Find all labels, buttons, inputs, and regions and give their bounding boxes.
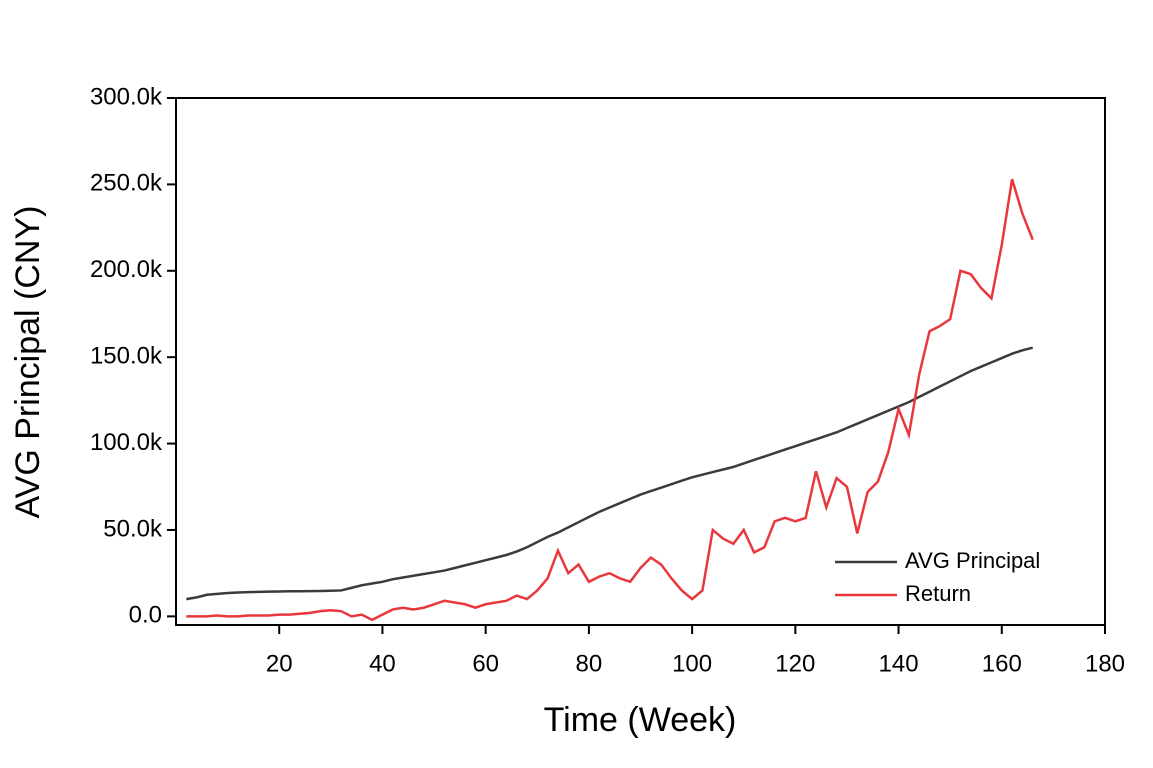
y-tick-label: 150.0k <box>90 343 163 370</box>
y-tick-label: 0.0 <box>129 602 162 629</box>
x-tick-label: 20 <box>266 650 293 677</box>
x-tick-label: 140 <box>879 650 919 677</box>
x-tick-label: 100 <box>672 650 712 677</box>
x-tick-label: 160 <box>982 650 1022 677</box>
x-tick-label: 40 <box>369 650 396 677</box>
line-series <box>186 178 1034 622</box>
x-tick-label: 180 <box>1085 650 1125 677</box>
y-tick-label: 100.0k <box>90 429 163 456</box>
x-tick-label: 80 <box>576 650 603 677</box>
x-tick-label: 120 <box>775 650 815 677</box>
y-tick-label: 300.0k <box>90 83 163 110</box>
legend-label: Return <box>905 581 971 606</box>
y-tick-label: 200.0k <box>90 256 163 283</box>
line-series <box>186 346 1034 601</box>
x-axis-title: Time (Week) <box>544 701 737 739</box>
y-tick-label: 250.0k <box>90 170 163 197</box>
y-axis-title: AVG Principal (CNY) <box>9 206 47 519</box>
legend-label: AVG Principal <box>905 548 1040 573</box>
x-tick-label: 60 <box>472 650 499 677</box>
y-tick-label: 50.0k <box>103 515 163 542</box>
plot-frame <box>175 97 1106 626</box>
